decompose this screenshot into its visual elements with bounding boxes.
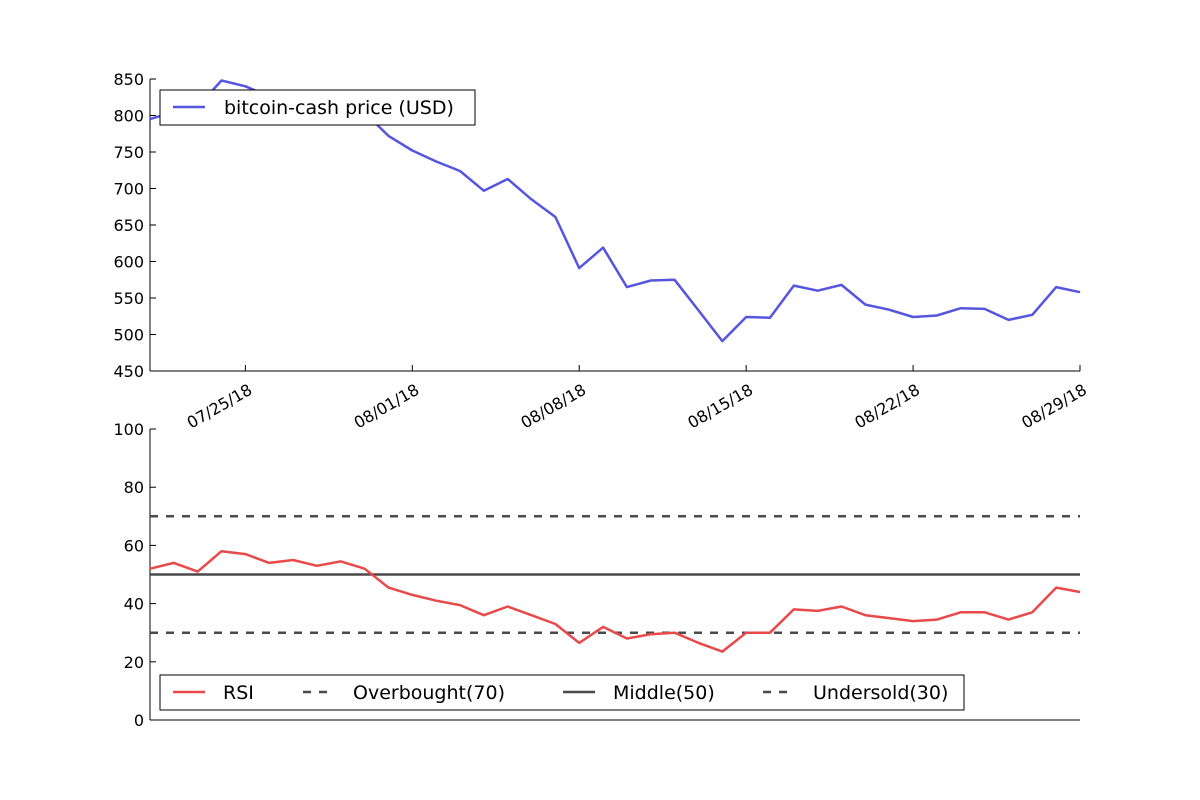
rsi-series-line	[149, 549, 1081, 653]
legend-label-3: Undersold(30)	[813, 682, 948, 704]
x-tick-label: 08/08/18	[517, 380, 589, 432]
y-tick-label-0: 600	[113, 253, 144, 272]
y-tick-label-0: 650	[113, 216, 144, 235]
legend-box-price	[159, 89, 476, 126]
y-tick-label-1: 20	[124, 653, 144, 672]
legend-label-1: Overbought(70)	[353, 682, 505, 704]
y-tick-label-0: 550	[113, 289, 144, 308]
y-tick-label-1: 100	[113, 420, 144, 439]
legend-label-2: Middle(50)	[613, 682, 715, 704]
y-tick-label-1: 0	[134, 711, 144, 730]
y-tick-label-0: 750	[113, 143, 144, 162]
x-tick-label: 08/22/18	[851, 380, 923, 432]
y-tick-label-1: 40	[124, 595, 144, 614]
y-tick-label-0: 850	[113, 70, 144, 89]
x-tick-label: 07/25/18	[184, 380, 256, 432]
y-tick-label-0: 450	[113, 362, 144, 381]
legend-box-rsi	[159, 674, 965, 711]
x-tick-label: 08/01/18	[351, 380, 423, 432]
legend-label-price: bitcoin-cash price (USD)	[224, 97, 454, 119]
y-tick-label-0: 800	[113, 107, 144, 126]
x-tick-label: 08/29/18	[1018, 380, 1090, 432]
legend-label-0: RSI	[223, 682, 254, 704]
y-tick-label-1: 80	[124, 478, 144, 497]
y-tick-label-0: 500	[113, 326, 144, 345]
y-tick-label-0: 700	[113, 180, 144, 199]
x-tick-label: 08/15/18	[684, 380, 756, 432]
y-tick-label-1: 60	[124, 536, 144, 555]
